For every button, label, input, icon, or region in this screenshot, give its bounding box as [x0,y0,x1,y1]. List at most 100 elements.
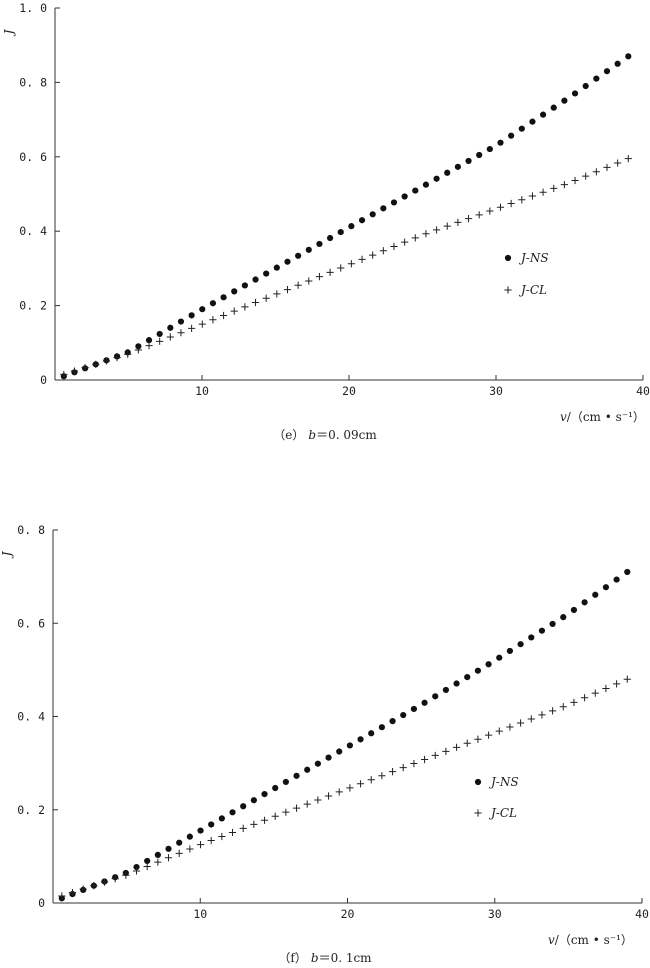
data-point-j-cl [495,727,503,735]
data-point-j-ns [326,234,334,242]
figure-caption: （e） b＝0. 09cm [273,428,377,442]
data-point-j-ns [293,772,300,779]
data-point-j-cl [571,176,579,185]
y-tick-label: 0. 4 [19,224,47,238]
y-tick-label: 0. 8 [17,523,45,537]
caption-value: ＝0. 1cm [319,951,373,965]
data-point-j-ns [422,181,430,188]
x-axis-label-unit: /（cm • s⁻¹） [555,933,633,947]
data-point-j-cl [550,184,558,193]
legend: J-NS J-CL [474,775,519,820]
data-point-j-cl [70,367,79,375]
x-tick-label: 10 [195,384,209,398]
legend-label: J-CL [488,806,517,820]
data-point-j-ns [346,742,353,749]
data-point-j-cl [602,684,610,693]
data-point-j-ns [529,118,536,125]
data-point-j-ns [625,53,632,60]
data-point-j-ns [188,312,195,319]
data-point-j-cl [271,812,279,820]
data-point-j-ns [229,809,236,816]
data-point-j-ns [197,827,204,834]
y-tick-label: 0 [40,373,47,387]
data-point-j-cl [431,751,439,760]
data-point-j-cl [603,163,611,172]
data-point-j-ns [208,821,215,828]
data-point-j-cl [198,320,206,328]
y-tick-label: 1. 0 [19,1,47,15]
data-point-j-cl [337,264,345,272]
data-point-j-cl [346,784,354,792]
data-point-j-cl [528,192,537,200]
data-point-j-ns [518,125,525,132]
y-axis-label: J [0,550,14,559]
data-point-j-cl [134,346,142,354]
data-point-j-cl [122,871,130,879]
data-point-j-cl [230,307,238,315]
data-point-j-cl [475,211,483,219]
data-point-j-cl [516,719,525,727]
data-point-j-cl [100,878,109,886]
data-point-j-ns [176,839,183,846]
data-point-j-ns [401,193,408,200]
data-point-j-ns [336,748,343,755]
data-point-j-ns [368,730,375,737]
data-point-j-ns [571,90,579,97]
data-point-j-ns [538,627,546,634]
data-point-j-cl [92,360,100,368]
data-point-j-cl [623,675,631,683]
data-point-j-cl [388,768,397,776]
data-point-j-ns [250,797,257,804]
data-point-j-cl [81,364,89,372]
data-point-j-ns [603,68,611,75]
data-point-j-ns [593,75,600,82]
data-point-j-cl [132,867,141,875]
legend-marker-plus [474,809,482,817]
data-point-j-cl [422,230,430,238]
data-point-j-ns [528,634,535,641]
data-point-j-cl [314,796,322,804]
caption-value: ＝0. 09cm [316,428,377,442]
data-point-j-ns [496,654,503,661]
y-tick-label: 0. 6 [19,150,47,164]
data-point-j-cl [228,828,237,837]
data-point-j-cl [463,739,471,747]
data-point-j-ns [442,686,450,694]
data-point-j-cl [209,316,217,324]
data-point-j-cl [442,747,450,755]
caption-var: b [308,428,316,442]
data-point-j-cl [581,694,589,702]
data-point-j-ns [263,270,270,277]
x-tick-label: 40 [635,907,649,921]
data-point-j-ns [199,306,206,313]
data-point-j-cl [369,251,377,259]
data-point-j-ns [614,60,621,67]
data-point-j-cl [484,731,493,739]
data-point-j-ns [135,343,142,350]
data-point-j-ns [581,599,588,606]
figure-caption: （f） b＝0. 1cm [278,951,372,965]
data-point-j-cl [496,203,505,211]
data-point-j-cl [452,743,461,751]
data-point-j-ns [348,223,355,230]
data-point-j-cl [207,836,215,845]
data-point-j-ns [167,324,174,331]
data-point-j-cl [102,357,111,365]
data-point-j-ns [549,620,556,628]
y-tick-label: 0. 4 [17,710,45,724]
data-point-j-cl [283,285,292,294]
data-point-j-ns [314,760,321,767]
chart-panel-f: 0 0. 2 0. 4 0. 6 0. 8 10 20 30 40 Jv/（cm • s⁻¹） J-… [0,523,649,965]
data-point-j-ns [410,705,418,713]
data-point-j-cl [188,324,196,332]
data-point-j-ns [539,111,547,118]
x-axis-label: v/（cm • s⁻¹） [560,410,645,424]
x-tick-label: 30 [489,384,503,398]
x-tick-label: 40 [636,384,650,398]
data-point-j-cl [273,290,281,298]
data-point-j-cl [196,841,205,849]
data-point-j-cl [156,337,164,345]
legend-marker-dot [474,778,482,786]
data-point-j-ns [453,680,460,687]
data-point-j-ns [240,803,247,810]
